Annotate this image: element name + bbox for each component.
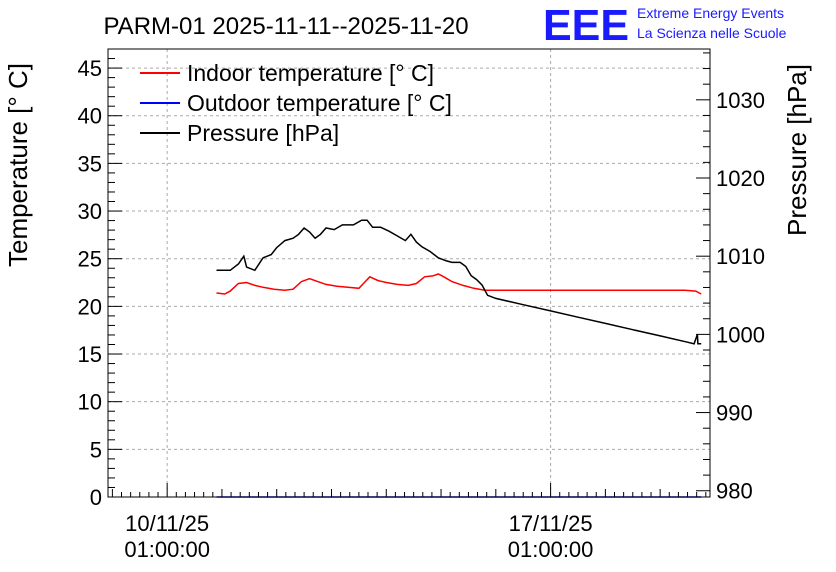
x-tick-label-date: 17/11/25 <box>509 511 593 536</box>
x-tick-label-time: 01:00:00 <box>124 537 210 562</box>
legend: Indoor temperature [° C] Outdoor tempera… <box>140 60 452 146</box>
y2-tick-label: 990 <box>716 401 753 426</box>
y2-tick-label: 1000 <box>716 322 765 347</box>
y2-axis-title: Pressure [hPa] <box>782 64 812 236</box>
grid <box>108 49 710 497</box>
y-tick-label: 30 <box>78 199 102 224</box>
y-tick-label: 15 <box>78 342 102 367</box>
legend-label-indoor: Indoor temperature [° C] <box>187 60 434 86</box>
y2-tick-label: 1010 <box>716 244 765 269</box>
series-line-indoor-temperature <box>216 273 702 295</box>
legend-label-outdoor: Outdoor temperature [° C] <box>187 90 452 116</box>
y-axis-title: Temperature [° C] <box>3 63 33 267</box>
y-tick-label: 35 <box>78 151 102 176</box>
y-tick-label: 40 <box>78 104 102 129</box>
plot-frame <box>107 48 711 498</box>
chart-title: PARM-01 2025-11-11--2025-11-20 <box>103 13 468 40</box>
series-layer <box>216 219 702 498</box>
legend-label-pressure: Pressure [hPa] <box>187 120 339 146</box>
logo-line-2: La Scienza nelle Scuole <box>637 25 787 41</box>
y-tick-label: 0 <box>90 485 102 510</box>
x-tick-label-time: 01:00:00 <box>508 537 594 562</box>
x-tick-label-date: 10/11/25 <box>125 511 209 536</box>
logo-line-1: Extreme Energy Events <box>637 5 784 21</box>
y-tick-label: 20 <box>78 294 102 319</box>
eee-logo: EEE Extreme Energy Events La Scienza nel… <box>543 1 787 50</box>
eee-logo-text: EEE <box>543 1 629 50</box>
y-tick-label: 45 <box>78 56 102 81</box>
axes: 0 5 10 15 20 25 30 35 40 45 980 990 1000 1010 1020 1030… <box>78 48 765 562</box>
y-tick-label: 25 <box>78 247 102 272</box>
y2-tick-label: 1030 <box>716 88 765 113</box>
y-tick-label: 10 <box>78 390 102 415</box>
y-tick-label: 5 <box>90 437 102 462</box>
y2-tick-label: 1020 <box>716 166 765 191</box>
series-line-pressure <box>216 219 702 345</box>
y2-tick-label: 980 <box>716 479 753 504</box>
